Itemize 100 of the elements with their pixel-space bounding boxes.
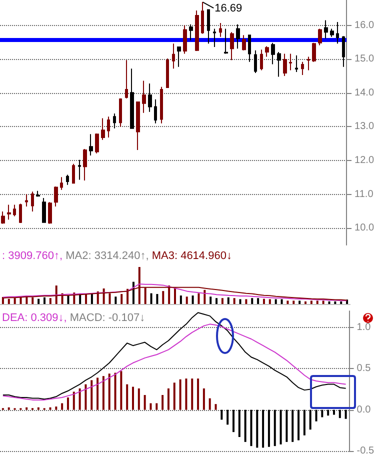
bar	[37, 407, 40, 410]
y-tick-label: 0.5	[356, 363, 372, 374]
candlestick	[89, 134, 93, 156]
bar	[66, 397, 69, 410]
bar	[292, 300, 295, 304]
candlestick	[283, 53, 287, 77]
bar	[239, 299, 242, 304]
y-tick-label: 12.0	[354, 155, 374, 166]
candlestick	[172, 43, 175, 70]
candlestick	[177, 46, 181, 68]
candlestick	[154, 98, 157, 124]
bar	[251, 298, 254, 304]
bar	[120, 294, 123, 304]
candlestick	[19, 203, 22, 224]
bar	[192, 295, 194, 304]
candlestick	[25, 194, 28, 207]
candlestick	[342, 36, 345, 68]
candlestick	[66, 174, 69, 186]
bar	[79, 294, 82, 304]
bar	[262, 298, 265, 304]
y-tick-label: 11.0	[354, 188, 374, 200]
candlestick	[330, 28, 334, 38]
bar	[244, 410, 246, 442]
bar	[321, 410, 324, 418]
bar	[250, 410, 252, 446]
candlestick	[201, 2, 204, 34]
bar	[180, 295, 182, 304]
bar	[43, 297, 46, 304]
candlestick	[230, 32, 234, 61]
candlestick	[13, 204, 16, 217]
bar	[210, 296, 212, 304]
bar	[286, 410, 288, 442]
candlestick	[224, 28, 228, 54]
candlestick	[207, 9, 210, 44]
bar	[108, 374, 110, 410]
candlestick	[301, 61, 304, 76]
bar	[328, 301, 330, 304]
candlestick	[36, 190, 40, 198]
candlestick	[125, 60, 128, 99]
bar	[49, 407, 52, 410]
candlestick	[236, 24, 240, 50]
bar	[186, 296, 188, 304]
bar	[268, 410, 270, 447]
candlestick	[95, 132, 99, 154]
candlestick	[242, 34, 246, 51]
annotation: MACD: -0.107↓	[70, 312, 146, 324]
bar	[221, 298, 224, 304]
bar	[268, 299, 271, 304]
bar	[214, 404, 217, 410]
candlestick	[213, 28, 216, 48]
bar	[202, 388, 205, 410]
bar	[26, 407, 28, 410]
bar	[126, 384, 128, 410]
bar	[220, 410, 223, 420]
candlestick	[189, 24, 193, 41]
bar	[38, 298, 40, 304]
bar	[61, 403, 64, 410]
bar	[162, 291, 164, 304]
bar	[332, 410, 335, 415]
y-tick-label: 0.0	[356, 404, 372, 416]
candlestick	[324, 20, 328, 40]
bar	[156, 294, 158, 304]
bar	[232, 410, 234, 432]
annotation: 16.69	[214, 2, 242, 15]
candlestick	[48, 202, 52, 224]
y-tick-label: 1.0	[356, 322, 372, 333]
bar	[274, 299, 277, 304]
candlestick	[254, 50, 257, 74]
bar	[173, 382, 176, 410]
bar	[340, 301, 342, 304]
bar	[114, 296, 117, 304]
bar	[280, 410, 282, 444]
bar	[8, 407, 10, 410]
y-tick-label: 14.0	[354, 87, 374, 98]
bar	[227, 297, 230, 304]
annotation: DEA: 0.309↓,	[2, 312, 68, 324]
candlestick	[130, 68, 134, 129]
candlestick	[1, 211, 5, 224]
bar	[179, 379, 182, 410]
text: MA2: 3314.240↑,	[66, 250, 150, 262]
candlestick	[260, 49, 263, 71]
bar	[274, 410, 276, 446]
bar	[185, 378, 188, 410]
candlestick	[195, 10, 199, 52]
candlestick	[307, 56, 310, 71]
bar	[303, 410, 306, 436]
candlestick	[183, 24, 187, 54]
candlestick	[7, 204, 11, 220]
bar	[256, 410, 258, 448]
y-tick-label: 15.0	[354, 54, 374, 65]
candlestick	[83, 148, 87, 181]
candlestick	[42, 198, 46, 223]
bar	[120, 371, 122, 410]
candlestick	[72, 163, 75, 184]
bar	[298, 410, 300, 440]
candlestick	[54, 186, 58, 207]
text: MA3: 4614.960↓	[152, 250, 232, 262]
candlestick	[166, 58, 169, 88]
bar	[84, 384, 87, 410]
bar	[167, 388, 170, 410]
